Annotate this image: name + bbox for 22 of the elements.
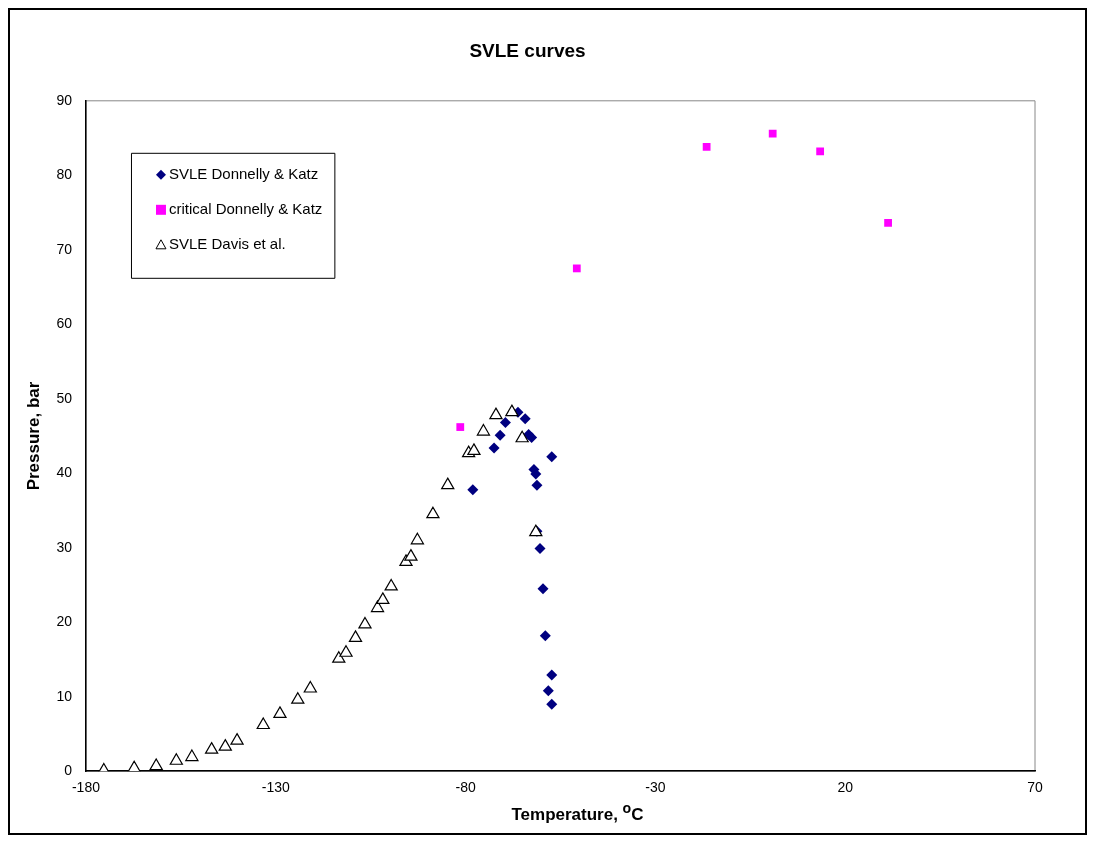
- y-tick-label: 20: [56, 613, 73, 630]
- x-tick-label: -130: [261, 779, 290, 796]
- legend-label: SVLE Davis et al.: [168, 234, 286, 252]
- y-tick-label: 80: [56, 166, 73, 183]
- x-tick-label: 70: [1027, 779, 1043, 796]
- y-tick-label: 50: [56, 389, 73, 406]
- y-tick-label: 70: [56, 240, 73, 257]
- chart-title: SVLE curves: [469, 39, 586, 61]
- y-tick-label: 60: [56, 315, 73, 332]
- x-tick-label: -30: [645, 779, 666, 796]
- y-tick-label: 30: [56, 538, 73, 555]
- legend-label: critical Donnelly & Katz: [168, 199, 323, 217]
- y-axis-title: Pressure, bar: [23, 381, 43, 491]
- y-tick-label: 90: [56, 91, 73, 108]
- x-tick-label: -180: [71, 779, 101, 796]
- legend-label: SVLE Donnelly & Katz: [168, 164, 319, 182]
- x-tick-label: -80: [455, 779, 476, 796]
- y-tick-label: 10: [56, 687, 73, 704]
- x-tick-label: 20: [837, 779, 854, 796]
- x-axis-title: Temperature, $^{o}$C: [510, 800, 645, 826]
- y-tick-label: 0: [64, 762, 73, 779]
- y-tick-label: 40: [56, 464, 73, 481]
